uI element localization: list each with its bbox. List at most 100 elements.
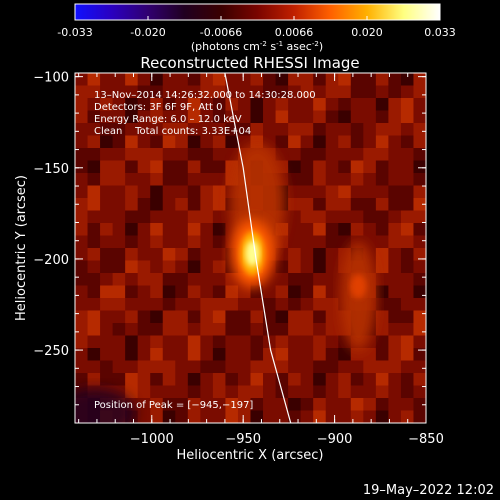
heatmap-cell	[338, 210, 352, 224]
heatmap-cell	[263, 348, 277, 361]
heatmap-cell	[325, 323, 339, 336]
heatmap-cell	[212, 273, 226, 286]
heatmap-cell	[200, 210, 214, 224]
heatmap-cell	[162, 235, 176, 249]
heatmap-cell	[225, 148, 239, 161]
heatmap-cell	[263, 110, 277, 124]
heatmap-cell	[125, 173, 139, 186]
heatmap-cell	[212, 148, 226, 161]
heatmap-cell	[112, 348, 126, 361]
info-clean-counts: Clean Total counts: 3.33E+04	[94, 126, 251, 137]
heatmap-cell	[325, 173, 339, 186]
heatmap-cell	[400, 198, 414, 211]
heatmap-cell	[350, 110, 364, 124]
heatmap-cell	[75, 160, 89, 174]
heatmap-cell	[313, 135, 327, 149]
heatmap-cell	[313, 223, 327, 236]
heatmap-cell	[87, 223, 101, 236]
heatmap-cell	[75, 173, 89, 186]
heatmap-cell	[162, 148, 176, 161]
heatmap-cell	[350, 223, 364, 236]
heatmap-cell	[200, 73, 214, 86]
heatmap-cell	[400, 273, 414, 286]
heatmap-cell	[338, 360, 352, 374]
heatmap-cell	[175, 98, 189, 111]
heatmap-cell	[150, 373, 164, 386]
heatmap-cell	[175, 385, 189, 399]
heatmap-cell	[413, 335, 426, 349]
heatmap-cell	[162, 335, 176, 349]
heatmap-cell	[225, 410, 239, 423]
heatmap-cell	[212, 285, 226, 299]
heatmap-cell	[375, 248, 389, 261]
heatmap-cell	[350, 160, 364, 174]
heatmap-cell	[375, 85, 389, 99]
heatmap-cell	[313, 335, 327, 349]
heatmap-cell	[237, 85, 251, 99]
heatmap-cell	[150, 385, 164, 399]
heatmap-cell	[288, 98, 302, 111]
heatmap-cell	[325, 373, 339, 386]
heatmap-cell	[300, 335, 314, 349]
heatmap-cell	[150, 198, 164, 211]
heatmap-cell	[87, 85, 101, 99]
heatmap-cell	[125, 323, 139, 336]
heatmap-cell	[137, 335, 151, 349]
heatmap-cell	[325, 223, 339, 236]
heatmap-cell	[137, 98, 151, 111]
heatmap-cell	[112, 335, 126, 349]
heatmap-cell	[212, 348, 226, 361]
heatmap-cell	[288, 123, 302, 136]
heatmap-cell	[350, 123, 364, 136]
heatmap-cell	[375, 298, 389, 311]
heatmap-cell	[363, 135, 377, 149]
heatmap-cell	[87, 335, 101, 349]
heatmap-cell	[250, 110, 264, 124]
heatmap-cell	[313, 310, 327, 324]
heatmap-image	[75, 73, 426, 423]
heatmap-cell	[338, 135, 352, 149]
heatmap-cell	[187, 148, 201, 161]
heatmap-cell	[125, 210, 139, 224]
heatmap-cell	[237, 323, 251, 336]
heatmap-cell	[100, 198, 114, 211]
heatmap-cell	[250, 410, 264, 423]
heatmap-cell	[300, 398, 314, 411]
heatmap-cell	[300, 360, 314, 374]
heatmap-cell	[100, 360, 114, 374]
info-detectors: Detectors: 3F 6F 9F, Att 0	[94, 102, 222, 113]
heatmap-cell	[200, 360, 214, 374]
heatmap-cell	[87, 148, 101, 161]
heatmap-cell	[375, 260, 389, 274]
heatmap-cell	[300, 410, 314, 423]
heatmap-cell	[162, 260, 176, 274]
heatmap-cell	[288, 110, 302, 124]
heatmap-cell	[87, 198, 101, 211]
heatmap-cell	[75, 223, 89, 236]
heatmap-cell	[350, 85, 364, 99]
heatmap-cell	[75, 73, 89, 86]
heatmap-cell	[313, 160, 327, 174]
heatmap-cell	[400, 110, 414, 124]
heatmap-cell	[175, 223, 189, 236]
heatmap-cell	[263, 373, 277, 386]
heatmap-cell	[175, 273, 189, 286]
heatmap-cell	[263, 323, 277, 336]
heatmap-cell	[187, 110, 201, 124]
heatmap-cell	[313, 248, 327, 261]
x-tick-label: −850	[408, 432, 444, 447]
colorbar-unit-label: (photons cm-2 s-1 asec-2)	[191, 40, 323, 53]
heatmap-cell	[150, 348, 164, 361]
heatmap-cell	[413, 248, 426, 261]
heatmap-cell	[175, 210, 189, 224]
heatmap-cell	[400, 210, 414, 224]
heatmap-cell	[162, 85, 176, 99]
heatmap-cell	[162, 73, 176, 86]
heatmap-cell	[300, 85, 314, 99]
x-tick-label: −1000	[130, 432, 174, 447]
heatmap-cell	[325, 335, 339, 349]
heatmap-cell	[225, 360, 239, 374]
heatmap-cell	[125, 198, 139, 211]
heatmap-cell	[350, 360, 364, 374]
heatmap-cell	[137, 310, 151, 324]
